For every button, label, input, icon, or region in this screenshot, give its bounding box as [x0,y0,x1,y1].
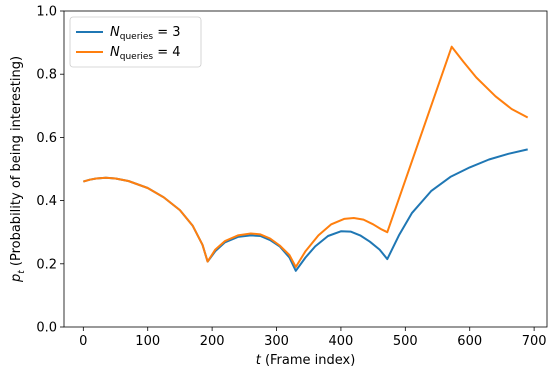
plot-frame [63,10,548,328]
legend-label-series-4: Nqueries = 4 [110,45,181,62]
x-tick-label: 200 [200,334,225,349]
x-tick-label: 600 [457,334,482,349]
y-tick-label: 0.6 [36,131,57,146]
y-tick-label: 0.4 [36,194,57,209]
y-tick-label: 0.2 [36,257,57,272]
legend-box [69,16,202,68]
x-tick-label: 0 [79,334,87,349]
axis-ticks: 0 100 200 300 400 500 600 700 0.0 0.2 0.4 0.6 0.8 1.0 [36,5,546,350]
x-tick-label: 300 [264,334,289,349]
y-tick-label: 1.0 [36,5,57,20]
legend: Nqueries = 3 Nqueries = 4 [69,16,202,68]
y-tick-label: 0.0 [36,321,57,336]
y-axis-label: pt (Probability of being interesting) [9,56,27,283]
x-tick-label: 100 [135,334,160,349]
y-tick-label: 0.8 [36,68,57,83]
plot-lines [83,45,529,272]
legend-label-series-3: Nqueries = 3 [110,25,181,42]
x-axis-label: t (Frame index) [256,353,356,368]
x-tick-label: 500 [393,334,418,349]
x-tick-label: 400 [329,334,354,349]
series-line-4 [83,45,529,268]
x-tick-label: 700 [522,334,547,349]
